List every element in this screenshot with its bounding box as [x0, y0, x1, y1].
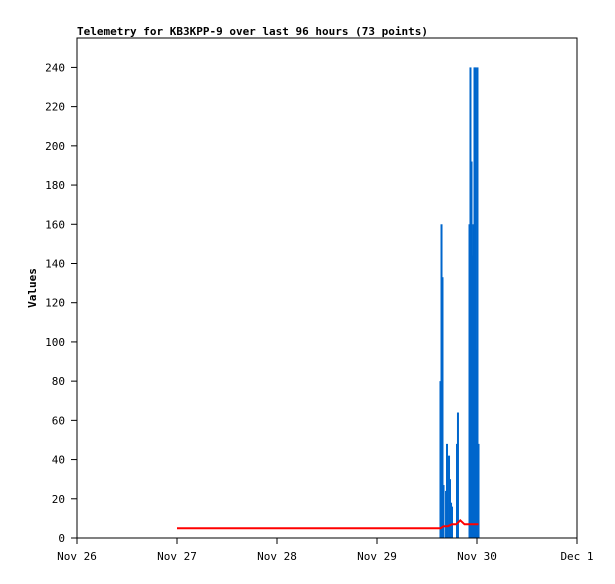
bar-2: [441, 277, 444, 538]
x-tick-label-4: Nov 30: [457, 550, 497, 563]
x-tick-label-1: Nov 27: [157, 550, 197, 563]
y-tick-label-11: 220: [45, 101, 65, 114]
bar-20: [476, 67, 479, 538]
x-tick-label-5: Dec 1: [560, 550, 593, 563]
y-tick-label-12: 240: [45, 61, 65, 74]
y-tick-label-0: 0: [58, 532, 65, 545]
bar-7: [448, 479, 451, 538]
x-tick-label-2: Nov 28: [257, 550, 297, 563]
bar-9: [451, 506, 453, 538]
plot-frame: [76, 37, 578, 539]
y-tick-label-9: 180: [45, 179, 65, 192]
y-tick-label-10: 200: [45, 140, 65, 153]
bar-21: [477, 443, 480, 538]
bar-0: [439, 381, 442, 538]
bar-11: [456, 412, 459, 538]
bar-5: [446, 443, 448, 538]
bar-13: [469, 67, 472, 538]
x-tick-label-0: Nov 26: [57, 550, 97, 563]
bar-3: [442, 485, 445, 538]
y-axis-label: Values: [26, 268, 39, 308]
y-tick-label-8: 160: [45, 218, 65, 231]
y-tick-label-4: 80: [52, 375, 65, 388]
chart-title: Telemetry for KB3KPP-9 over last 96 hour…: [77, 25, 428, 38]
x-tick-label-3: Nov 29: [357, 550, 397, 563]
y-tick-label-2: 40: [52, 454, 65, 467]
y-tick-label-3: 60: [52, 414, 65, 427]
y-tick-label-7: 140: [45, 257, 65, 270]
bar-18: [474, 67, 477, 538]
bar-15: [471, 255, 474, 538]
y-tick-label-1: 20: [52, 493, 65, 506]
y-tick-label-5: 100: [45, 336, 65, 349]
y-tick-label-6: 120: [45, 297, 65, 310]
line-series-1: [177, 519, 479, 530]
